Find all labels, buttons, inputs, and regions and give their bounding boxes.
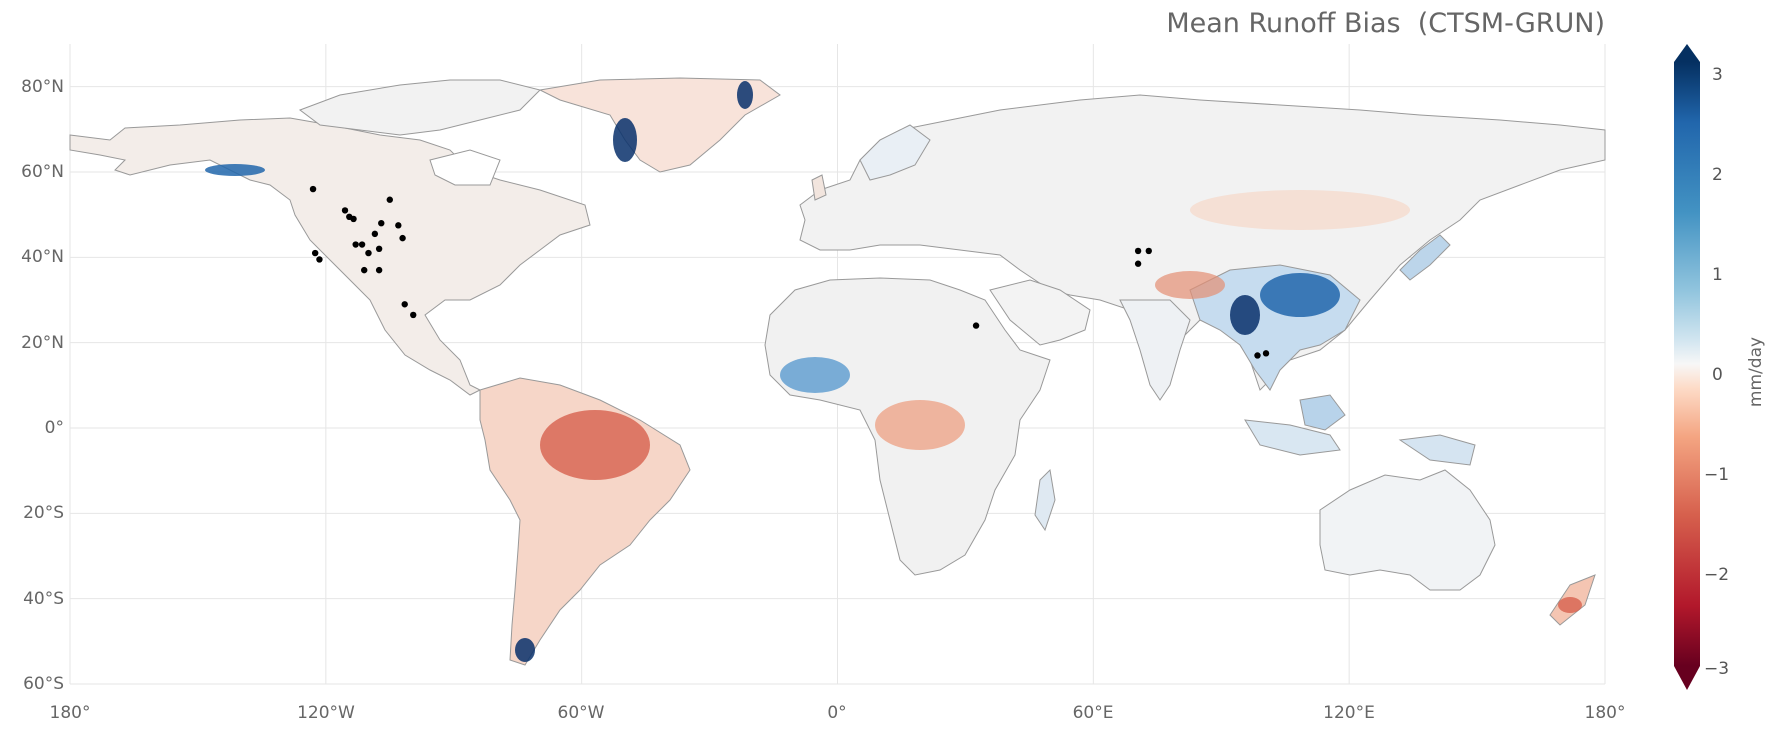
station-marker: [410, 311, 417, 319]
lat-tick-60s: 60°S: [23, 674, 64, 694]
bias-patch-alaska-coast: [205, 164, 265, 176]
bias-patch-amazon: [540, 410, 650, 480]
station-marker: [352, 241, 359, 248]
colorbar-tick-0: 0: [1712, 365, 1723, 385]
colorbar-tick-3: 3: [1712, 65, 1723, 85]
landmass-india: [1119, 299, 1191, 401]
lon-tick-120w: 120°W: [297, 703, 355, 723]
station-marker: [309, 185, 317, 193]
bias-patch-patagonia: [515, 638, 535, 662]
landmass-borneo: [1299, 394, 1346, 431]
station-marker: [395, 222, 402, 229]
landmass-greenland: [538, 77, 781, 173]
lat-tick-20s: 20°S: [23, 503, 64, 523]
bias-patch-greenland-west: [613, 118, 637, 162]
lat-tick-80n: 80°N: [21, 77, 64, 97]
station-marker: [316, 256, 323, 263]
landmass-indonesia: [1244, 419, 1341, 456]
lat-tick-20n: 20°N: [21, 333, 64, 353]
station-marker: [375, 245, 383, 252]
lat-tick-0: 0°: [45, 418, 64, 438]
lon-tick-180w: 180°: [50, 703, 91, 723]
colorbar-tick-neg1: −1: [1704, 465, 1729, 485]
colorbar-extend-min: [1674, 666, 1700, 690]
station-marker: [371, 230, 379, 238]
station-marker: [399, 234, 406, 242]
lon-tick-60e: 60°E: [1073, 703, 1114, 723]
station-marker: [341, 207, 349, 214]
landmass-uk: [811, 174, 827, 201]
landmass-australia: [1319, 469, 1496, 591]
landmass-eurasia: [799, 94, 1606, 391]
station-marker: [386, 196, 393, 203]
landmass-new-guinea: [1398, 434, 1476, 466]
bias-patch-tibet: [1155, 271, 1225, 299]
map-panel: 180° 120°W 60°W 0° 60°E 120°E 180° 80°N …: [21, 44, 1625, 723]
colorbar-tick-neg3: −3: [1704, 659, 1729, 679]
colorbar-gradient: [1674, 62, 1700, 666]
lon-tick-120e: 120°E: [1323, 703, 1375, 723]
colorbar-tick-neg2: −2: [1704, 565, 1729, 585]
landmass-arabia: [989, 279, 1091, 346]
station-marker: [1145, 247, 1152, 255]
bias-patch-west-africa: [780, 357, 850, 393]
bias-patch-new-zealand: [1558, 597, 1582, 613]
lat-tick-40n: 40°N: [21, 247, 64, 267]
landmass-japan: [1399, 234, 1451, 281]
colorbar: 3 2 1 0 −1 −2 −3 mm/day: [1674, 44, 1766, 690]
station-marker: [358, 241, 366, 248]
station-marker: [1262, 350, 1270, 357]
station-marker: [365, 249, 372, 257]
axis-ticks: 180° 120°W 60°W 0° 60°E 120°E 180° 80°N …: [21, 77, 1625, 723]
lon-tick-60w: 60°W: [558, 703, 605, 723]
colorbar-tick-2: 2: [1712, 165, 1723, 185]
station-marker: [972, 322, 980, 329]
map-title: Mean Runoff Bias (CTSM-GRUN): [1166, 8, 1605, 39]
landmass-scandinavia: [859, 124, 931, 181]
landmass-madagascar: [1034, 468, 1056, 532]
colorbar-extend-max: [1674, 44, 1700, 62]
lat-tick-60n: 60°N: [21, 162, 64, 182]
landmass-arctic-islands: [298, 79, 541, 136]
station-marker: [378, 220, 385, 227]
station-marker: [401, 301, 408, 308]
lon-tick-0: 0°: [827, 703, 846, 723]
bias-patch-greenland-east: [737, 81, 753, 109]
bias-patch-congo: [875, 400, 965, 450]
bias-patch-bay-of-bengal: [1230, 295, 1260, 335]
station-marker: [311, 249, 319, 257]
landmass-baffin: [429, 149, 501, 186]
bias-patches: [205, 81, 1582, 662]
colorbar-label: mm/day: [1746, 337, 1766, 407]
colorbar-tick-1: 1: [1712, 265, 1723, 285]
lat-tick-40s: 40°S: [23, 589, 64, 609]
station-marker: [1134, 260, 1142, 267]
lon-tick-180e: 180°: [1585, 703, 1626, 723]
station-marker: [1254, 352, 1261, 359]
station-marker: [1134, 247, 1142, 255]
station-marker: [375, 266, 383, 274]
bias-patch-south-china: [1260, 273, 1340, 317]
bias-patch-siberia: [1190, 190, 1410, 230]
station-marker: [350, 215, 357, 223]
station-marker: [361, 266, 368, 274]
station-markers: [309, 185, 1270, 359]
